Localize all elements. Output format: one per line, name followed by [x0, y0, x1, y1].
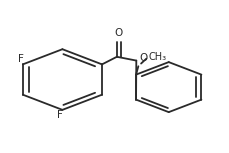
Text: F: F [18, 54, 23, 64]
Text: O: O [114, 28, 123, 38]
Text: CH₃: CH₃ [148, 52, 166, 62]
Text: F: F [57, 110, 63, 120]
Text: O: O [139, 53, 147, 63]
